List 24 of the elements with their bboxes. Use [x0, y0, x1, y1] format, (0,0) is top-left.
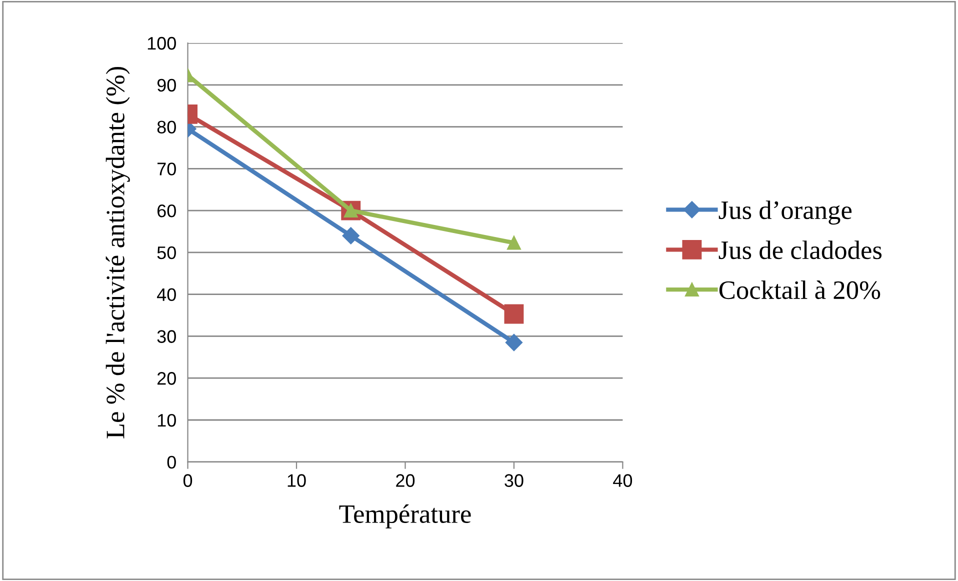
y-tick-label: 30 — [157, 330, 176, 343]
legend-label: Cocktail à 20% — [719, 280, 880, 300]
y-tick-label: 70 — [158, 162, 176, 176]
legend-label: Jus de cladodes — [718, 240, 882, 260]
y-tick-label: 40 — [156, 288, 176, 302]
legend-label: Jus d’orange — [718, 200, 852, 225]
y-tick-label: 50 — [157, 246, 176, 260]
y-axis-title: Le % de l'activité antioxydante (%) — [106, 66, 130, 438]
point — [504, 304, 524, 324]
y-tick-label: 90 — [157, 78, 176, 92]
point — [505, 334, 523, 352]
y-tick-label: 60 — [157, 204, 176, 218]
x-tick-label: 10 — [288, 474, 306, 487]
y-tick-label: 100 — [148, 36, 176, 50]
y-tick-label: 20 — [157, 372, 176, 385]
x-tick-label: 40 — [613, 474, 632, 487]
y-tick-label: 10 — [158, 414, 176, 427]
x-axis-title: Température — [339, 504, 471, 528]
y-tick-label: 0 — [167, 456, 176, 469]
y-tick-label: 80 — [157, 120, 176, 134]
x-tick-label: 30 — [504, 474, 524, 487]
x-tick-label: 0 — [183, 474, 192, 487]
x-tick-label: 20 — [396, 474, 415, 487]
point — [507, 236, 521, 250]
